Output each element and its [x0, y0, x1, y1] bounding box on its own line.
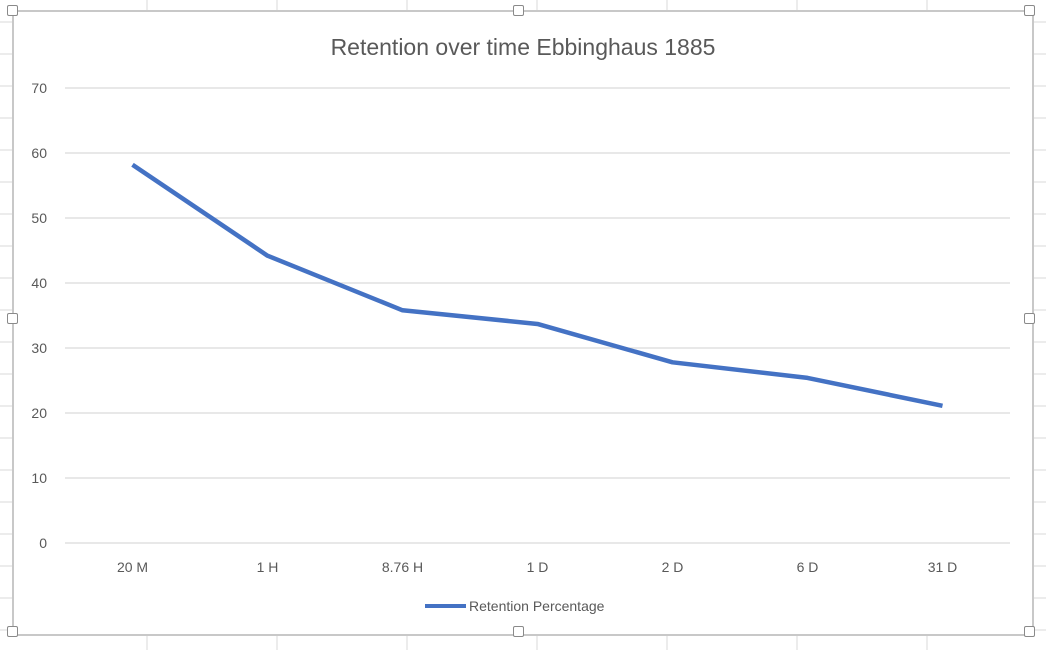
x-tick-label: 1 H — [257, 559, 279, 575]
legend: Retention Percentage — [425, 598, 605, 614]
x-tick-label: 6 D — [797, 559, 819, 575]
x-tick-label: 20 M — [117, 559, 148, 575]
resize-handle[interactable] — [1024, 313, 1035, 324]
x-tick-label: 8.76 H — [382, 559, 423, 575]
x-tick-label: 31 D — [928, 559, 958, 575]
resize-handle[interactable] — [7, 313, 18, 324]
resize-handle[interactable] — [513, 626, 524, 637]
y-tick-label: 10 — [31, 470, 47, 486]
resize-handle[interactable] — [1024, 5, 1035, 16]
resize-handle[interactable] — [1024, 626, 1035, 637]
y-tick-label: 30 — [31, 340, 47, 356]
y-tick-label: 60 — [31, 145, 47, 161]
x-tick-label: 2 D — [662, 559, 684, 575]
legend-label: Retention Percentage — [469, 598, 605, 614]
resize-handle[interactable] — [7, 5, 18, 16]
series-line[interactable] — [131, 162, 943, 409]
x-tick-label: 1 D — [527, 559, 549, 575]
y-tick-label: 50 — [31, 210, 47, 226]
y-tick-label: 20 — [31, 405, 47, 421]
y-tick-label: 0 — [39, 535, 47, 551]
chart-title: Retention over time Ebbinghaus 1885 — [331, 34, 716, 60]
y-tick-label: 70 — [31, 80, 47, 96]
resize-handle[interactable] — [513, 5, 524, 16]
y-tick-label: 40 — [31, 275, 47, 291]
resize-handle[interactable] — [7, 626, 18, 637]
